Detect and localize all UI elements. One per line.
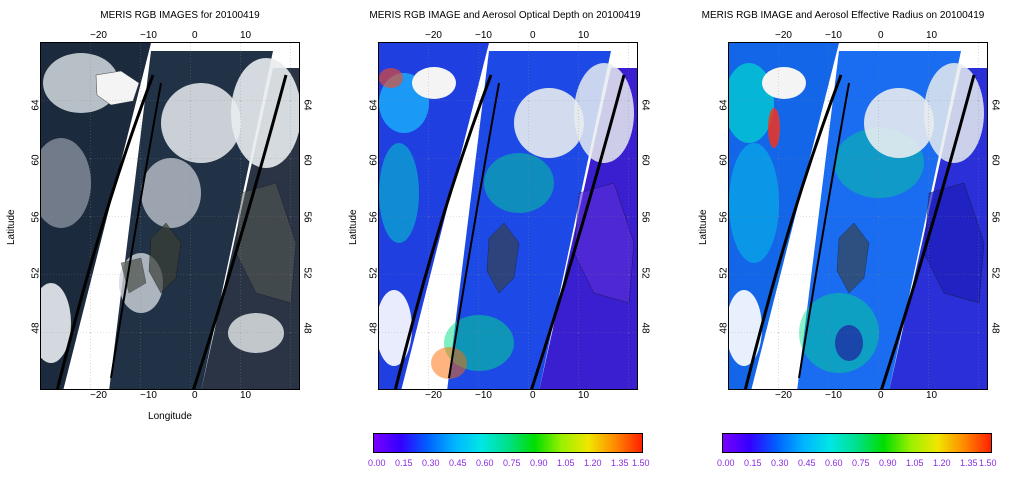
lon-tick-top: 10 — [926, 30, 938, 41]
lat-tick-right: 56 — [989, 211, 1001, 223]
lon-tick-bottom: −20 — [775, 390, 792, 401]
lat-tick-left: 48 — [368, 322, 380, 334]
y-axis-label: Latitude — [698, 209, 709, 245]
lon-tick-bottom: 0 — [530, 390, 536, 401]
lat-tick-right: 48 — [301, 322, 313, 334]
x-axis-label: Longitude — [148, 411, 192, 422]
map-rgb — [40, 42, 300, 390]
panel-aod: MERIS RGB IMAGE and Aerosol Optical Dept… — [340, 0, 651, 478]
colorbar-tick: 1.05 — [906, 458, 924, 468]
colorbar-tick: 0.15 — [744, 458, 762, 468]
lat-tick-left: 56 — [30, 211, 42, 223]
lat-tick-right: 52 — [639, 267, 651, 279]
lat-tick-right: 52 — [989, 267, 1001, 279]
lon-tick-top: 0 — [530, 30, 536, 41]
colorbar-tick: 0.00 — [368, 458, 386, 468]
colorbar-tick: 1.35 — [611, 458, 629, 468]
colorbar-tick: 0.60 — [476, 458, 494, 468]
lon-tick-bottom: −10 — [140, 390, 157, 401]
lat-tick-left: 56 — [718, 211, 730, 223]
colorbar-tick: 0.30 — [771, 458, 789, 468]
lat-tick-left: 60 — [718, 154, 730, 166]
colorbar-tick: 0.45 — [449, 458, 467, 468]
lat-tick-right: 64 — [301, 99, 313, 111]
lat-tick-left: 64 — [718, 99, 730, 111]
colorbar-aod — [373, 433, 643, 453]
colorbar-tick: 1.35 — [960, 458, 978, 468]
colorbar-tick: 0.75 — [503, 458, 521, 468]
lon-tick-bottom: −20 — [425, 390, 442, 401]
panel-title: MERIS RGB IMAGE and Aerosol Effective Ra… — [701, 10, 985, 21]
colorbar-radius — [722, 433, 992, 453]
lat-tick-left: 48 — [30, 322, 42, 334]
lon-tick-bottom: −20 — [90, 390, 107, 401]
lat-tick-left: 52 — [368, 267, 380, 279]
panel-rgb: MERIS RGB IMAGES for 20100419 −20 −10 0 … — [0, 0, 313, 478]
colorbar-tick: 0.30 — [422, 458, 440, 468]
lat-tick-left: 52 — [30, 267, 42, 279]
lon-tick-top: −20 — [90, 30, 107, 41]
map-svg — [729, 43, 987, 389]
colorbar-tick: 1.05 — [557, 458, 575, 468]
lat-tick-right: 56 — [639, 211, 651, 223]
lon-tick-top: 0 — [878, 30, 884, 41]
lon-tick-top: 0 — [192, 30, 198, 41]
lon-tick-bottom: 0 — [192, 390, 198, 401]
panel-radius: MERIS RGB IMAGE and Aerosol Effective Ra… — [690, 0, 1001, 478]
y-axis-label: Latitude — [6, 209, 17, 245]
map-svg — [41, 43, 299, 389]
lon-tick-top: −10 — [825, 30, 842, 41]
lat-tick-left: 60 — [368, 154, 380, 166]
lon-tick-bottom: −10 — [475, 390, 492, 401]
lat-tick-right: 64 — [639, 99, 651, 111]
colorbar-tick: 0.15 — [395, 458, 413, 468]
lon-tick-top: −20 — [425, 30, 442, 41]
panel-title: MERIS RGB IMAGE and Aerosol Optical Dept… — [369, 10, 641, 21]
colorbar-tick: 1.20 — [933, 458, 951, 468]
map-aod — [378, 42, 638, 390]
lon-tick-top: −20 — [775, 30, 792, 41]
lat-tick-right: 48 — [639, 322, 651, 334]
colorbar-tick: 0.45 — [798, 458, 816, 468]
lon-tick-bottom: 0 — [878, 390, 884, 401]
colorbar-tick: 0.60 — [825, 458, 843, 468]
colorbar-tick: 0.75 — [852, 458, 870, 468]
lat-tick-left: 52 — [718, 267, 730, 279]
lon-tick-bottom: 10 — [578, 390, 590, 401]
lat-tick-right: 60 — [639, 154, 651, 166]
panel-title: MERIS RGB IMAGES for 20100419 — [100, 10, 260, 21]
lon-tick-bottom: 10 — [926, 390, 938, 401]
lat-tick-right: 64 — [989, 99, 1001, 111]
lat-tick-right: 60 — [989, 154, 1001, 166]
colorbar-tick: 1.50 — [979, 458, 997, 468]
lon-tick-top: −10 — [475, 30, 492, 41]
lat-tick-right: 60 — [301, 154, 313, 166]
lat-tick-left: 56 — [368, 211, 380, 223]
lat-tick-right: 56 — [301, 211, 313, 223]
lat-tick-left: 64 — [368, 99, 380, 111]
lat-tick-right: 52 — [301, 267, 313, 279]
lon-tick-top: 10 — [240, 30, 252, 41]
y-axis-label: Latitude — [348, 209, 359, 245]
colorbar-tick: 0.90 — [879, 458, 897, 468]
lat-tick-left: 60 — [30, 154, 42, 166]
lat-tick-left: 64 — [30, 99, 42, 111]
lat-tick-left: 48 — [718, 322, 730, 334]
lon-tick-bottom: 10 — [240, 390, 252, 401]
map-svg — [379, 43, 637, 389]
lon-tick-bottom: −10 — [825, 390, 842, 401]
map-radius — [728, 42, 988, 390]
lon-tick-top: −10 — [140, 30, 157, 41]
lon-tick-top: 10 — [578, 30, 590, 41]
colorbar-tick: 0.90 — [530, 458, 548, 468]
colorbar-tick: 0.00 — [717, 458, 735, 468]
colorbar-tick: 1.50 — [632, 458, 650, 468]
colorbar-tick: 1.20 — [584, 458, 602, 468]
lat-tick-right: 48 — [989, 322, 1001, 334]
